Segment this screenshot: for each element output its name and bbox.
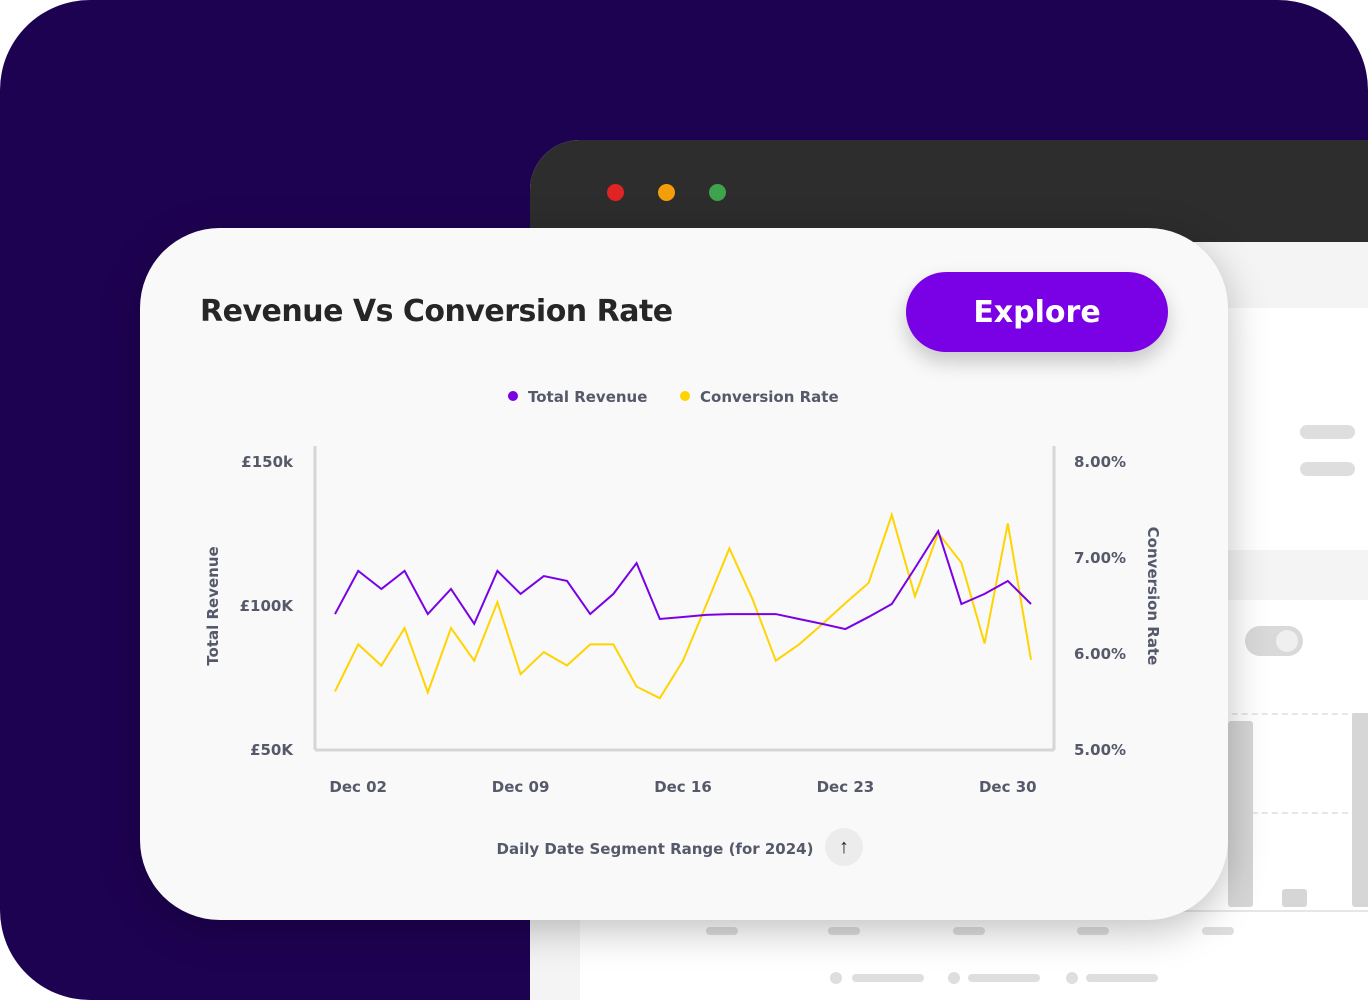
y2-tick-label: 7.00% [1074,549,1126,567]
y-tick-label: £100K [240,597,295,615]
chart-card: Revenue Vs Conversion Rate Explore £50K £… [140,228,1228,920]
x-tick-label: Dec 23 [817,778,875,796]
y2-axis-title: Conversion Rate [1144,527,1162,666]
sort-arrow-up-icon[interactable]: ↑ [825,828,863,866]
y-tick-label: £150k [241,453,294,471]
series-line-total-revenue [334,528,1032,631]
explore-button[interactable]: Explore [906,272,1168,352]
x-axis-title: Daily Date Segment Range (for 2024) [497,840,814,858]
legend-label: Conversion Rate [700,388,839,406]
chart-title: Revenue Vs Conversion Rate [200,294,673,329]
y2-tick-label: 5.00% [1074,741,1126,759]
placeholder-line [1300,462,1355,476]
x-tick-label: Dec 09 [492,778,550,796]
y2-tick-label: 8.00% [1074,453,1126,471]
placeholder-toggle [1245,626,1303,656]
legend-marker [680,391,690,401]
x-tick-label: Dec 02 [329,778,387,796]
chart: £50K £100K £150k 5.00% 6.00% 7.00% 8.00% Dec 02… [204,388,1162,858]
x-tick-label: Dec 30 [979,778,1037,796]
legend-label: Total Revenue [528,388,647,406]
placeholder-line [1300,425,1355,439]
maximize-dot-icon[interactable] [709,184,726,201]
y-tick-label: £50K [250,741,294,759]
y-axis-title: Total Revenue [204,546,222,665]
minimize-dot-icon[interactable] [658,184,675,201]
close-dot-icon[interactable] [607,184,624,201]
x-tick-label: Dec 16 [654,778,712,796]
legend-marker [508,391,518,401]
y2-tick-label: 6.00% [1074,645,1126,663]
window-titlebar [530,140,1368,242]
series-line-conversion-rate [334,511,1032,700]
